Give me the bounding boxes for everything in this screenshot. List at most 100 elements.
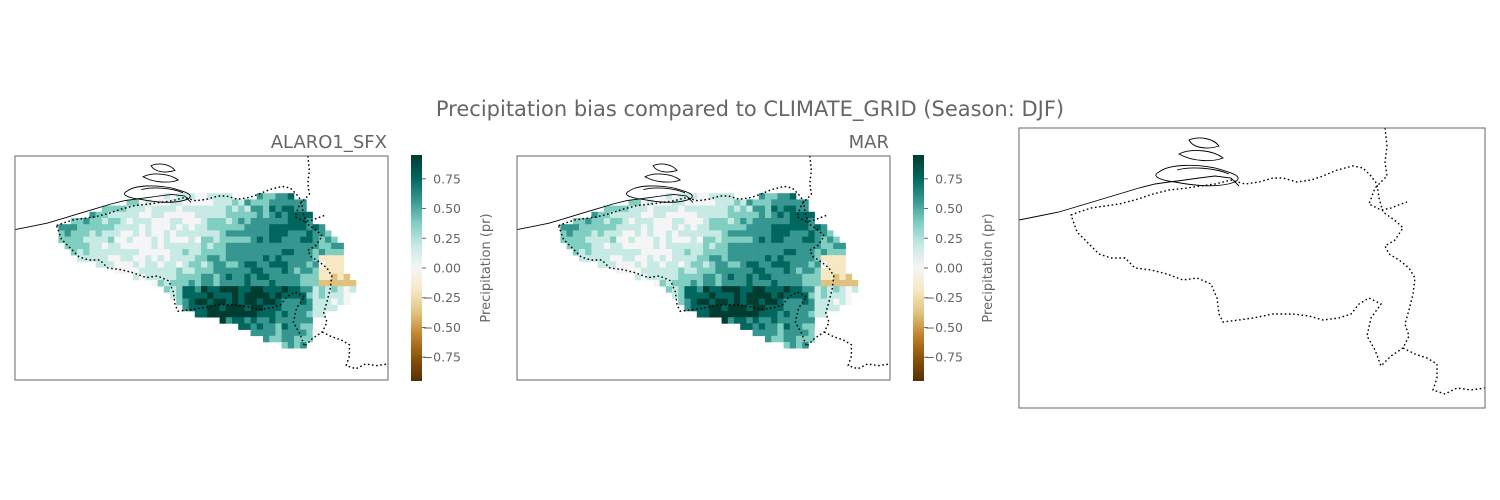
field-cell bbox=[238, 249, 245, 256]
field-cell bbox=[194, 311, 202, 318]
field-cell bbox=[622, 230, 629, 237]
field-cell bbox=[225, 224, 233, 231]
field-cell bbox=[752, 273, 760, 281]
field-cell bbox=[777, 193, 784, 200]
field-cell bbox=[690, 242, 698, 250]
field-cell bbox=[765, 218, 772, 225]
field-cell bbox=[771, 230, 778, 237]
field-cell bbox=[238, 242, 245, 250]
field-cell bbox=[727, 273, 735, 281]
field-cell bbox=[287, 236, 295, 244]
colorbar-tick-label: −0.75 bbox=[925, 350, 963, 365]
field-cell bbox=[269, 255, 276, 262]
field-cell bbox=[182, 255, 189, 262]
field-cell bbox=[758, 267, 766, 275]
field-cell bbox=[194, 193, 202, 200]
field-cell bbox=[232, 230, 239, 237]
field-cell bbox=[653, 255, 660, 262]
field-cell bbox=[120, 230, 127, 237]
field-cell bbox=[690, 218, 698, 225]
field-cell bbox=[734, 242, 741, 250]
field-cell bbox=[318, 249, 326, 256]
field-cell bbox=[665, 255, 673, 262]
field-cell bbox=[678, 211, 685, 219]
field-cell bbox=[678, 273, 685, 281]
field-cell bbox=[207, 255, 214, 262]
field-cell bbox=[170, 199, 177, 206]
field-cell bbox=[690, 255, 698, 262]
field-cell bbox=[312, 261, 320, 268]
field-cell bbox=[765, 199, 772, 206]
field-cell bbox=[814, 286, 822, 293]
field-cell bbox=[294, 267, 301, 275]
field-cell bbox=[306, 335, 313, 343]
field-cell bbox=[256, 317, 264, 324]
field-cell bbox=[275, 218, 282, 225]
field-cell bbox=[269, 335, 276, 343]
field-cell bbox=[703, 261, 710, 268]
field-cell bbox=[833, 267, 840, 275]
field-cell bbox=[170, 193, 177, 200]
field-cell bbox=[120, 261, 127, 268]
field-cell bbox=[715, 304, 722, 312]
field-cell bbox=[653, 261, 660, 268]
field-cell bbox=[771, 329, 778, 337]
field-cell bbox=[250, 218, 258, 225]
field-cell bbox=[653, 211, 660, 219]
field-cell bbox=[783, 317, 791, 324]
field-cell bbox=[188, 242, 196, 250]
field-cell bbox=[275, 286, 282, 293]
field-cell bbox=[275, 249, 282, 256]
field-cell bbox=[696, 298, 704, 306]
field-cell bbox=[256, 329, 264, 337]
field-cell bbox=[814, 311, 822, 318]
field-cell bbox=[740, 311, 747, 318]
field-cell bbox=[306, 224, 313, 231]
field-cell bbox=[827, 267, 834, 275]
field-cell bbox=[783, 335, 791, 343]
field-cell bbox=[207, 236, 214, 244]
field-cell bbox=[281, 261, 289, 268]
field-cell bbox=[678, 280, 685, 287]
field-cell bbox=[591, 242, 598, 250]
field-cell bbox=[802, 317, 809, 324]
field-cell bbox=[294, 329, 301, 337]
field-cell bbox=[777, 211, 784, 219]
field-cell bbox=[634, 261, 642, 268]
field-cell bbox=[579, 255, 586, 262]
field-cell bbox=[294, 317, 301, 324]
field-cell bbox=[684, 267, 691, 275]
field-cell bbox=[176, 236, 183, 244]
field-cell bbox=[331, 304, 338, 312]
field-cell bbox=[789, 249, 797, 256]
field-cell bbox=[721, 304, 729, 312]
field-cell bbox=[665, 193, 673, 200]
field-cell bbox=[306, 211, 313, 219]
country-border bbox=[1070, 165, 1416, 368]
field-cell bbox=[238, 304, 245, 312]
field-cell bbox=[287, 267, 295, 275]
field-cell bbox=[783, 311, 791, 318]
field-cell bbox=[170, 242, 177, 250]
colorbar-tick-label: 0.25 bbox=[433, 231, 461, 246]
field-cell bbox=[312, 311, 320, 318]
field-cell bbox=[765, 311, 772, 318]
field-cell bbox=[796, 304, 803, 312]
field-cell bbox=[219, 249, 227, 256]
field-cell bbox=[244, 249, 251, 256]
field-cell bbox=[318, 255, 326, 262]
field-cell bbox=[597, 230, 605, 237]
field-cell bbox=[145, 205, 152, 213]
field-cell bbox=[789, 267, 797, 275]
field-cell bbox=[783, 286, 791, 293]
field-cell bbox=[77, 249, 84, 256]
field-cell bbox=[201, 267, 208, 275]
field-cell bbox=[151, 211, 158, 219]
field-cell bbox=[300, 249, 307, 256]
field-cell bbox=[672, 193, 679, 200]
field-cell bbox=[263, 267, 270, 275]
field-cell bbox=[318, 273, 326, 281]
field-cell bbox=[796, 342, 803, 349]
field-cell bbox=[783, 298, 791, 306]
field-cell bbox=[727, 242, 735, 250]
